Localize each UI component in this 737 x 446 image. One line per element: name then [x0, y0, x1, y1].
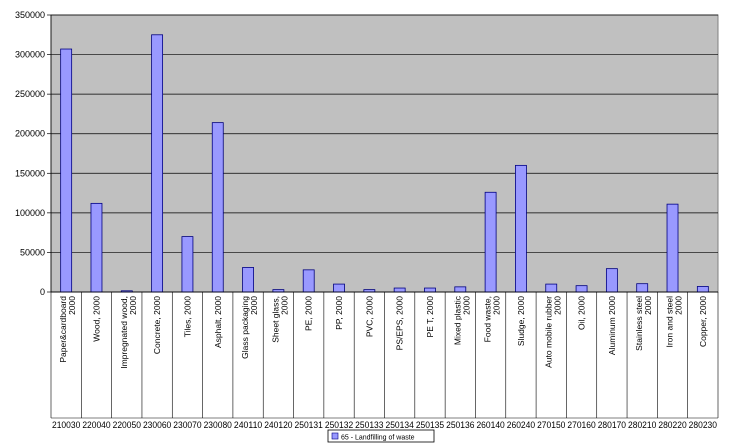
x-category-label: Food waste,2000: [483, 296, 502, 343]
x-category-code: 220040: [82, 420, 110, 430]
bar: [302, 269, 315, 293]
legend-box: [327, 429, 435, 443]
legend-label: 65 - Landfilling of waste: [341, 435, 415, 442]
x-category-code: 220050: [113, 420, 141, 430]
x-category-code: 270150: [537, 420, 565, 430]
x-category-code: 280170: [598, 420, 626, 430]
x-category-code: 280210: [628, 420, 656, 430]
bar: [605, 268, 618, 293]
x-category-label: Sheet glass,2000: [270, 296, 289, 343]
bar: [696, 286, 709, 293]
x-category-label: Asphalt, 2000: [213, 296, 223, 348]
x-axis-category-labels: Paper&cardboard2000 210030 Wood, 2000 22004…: [50, 291, 719, 430]
x-category-label: Wood, 2000: [91, 296, 101, 342]
x-category-label: Aluminum 2000: [607, 296, 617, 355]
x-category-label: PE T, 2000: [425, 296, 435, 338]
bar: [515, 164, 527, 293]
bar: [484, 191, 497, 293]
x-category-code: 250133: [355, 420, 383, 430]
y-tick-label: 350000: [15, 10, 45, 20]
x-category-label: PS/EPS, 2000: [395, 296, 405, 351]
x-category-label: PP, 2000: [334, 296, 344, 330]
y-tick-label: 150000: [15, 168, 45, 178]
x-category-code: 240110: [234, 420, 262, 430]
x-category-code: 280230: [689, 420, 717, 430]
x-category-code: 270160: [567, 420, 595, 430]
x-category-code: 240120: [264, 420, 292, 430]
y-tick-label: 200000: [15, 129, 45, 139]
x-category-label: Stainless steel2000: [634, 296, 653, 351]
x-category-label: Copper, 2000: [698, 296, 708, 347]
x-category-label: Iron and steel2000: [665, 296, 684, 348]
x-category-label: Impregnated wood,2000: [119, 296, 138, 369]
legend-swatch: [331, 432, 339, 440]
bar: [666, 203, 679, 293]
bar: [393, 287, 406, 293]
y-tick-label: 250000: [15, 89, 45, 99]
x-category-label: Mixed plastic2000: [452, 295, 471, 345]
x-category-code: 230070: [173, 420, 201, 430]
bar: [151, 34, 164, 293]
x-category-label: Paper&cardboard2000: [58, 296, 77, 363]
bar: [211, 122, 224, 293]
y-tick-label: 50000: [20, 247, 45, 257]
bar: [60, 48, 73, 293]
y-tick-label: 0: [40, 287, 45, 297]
bar: [90, 202, 103, 293]
x-category-label: Auto mobile rubber2000: [543, 296, 562, 368]
y-tick-label: 300000: [15, 50, 45, 60]
x-category-label: Glass packaging2000: [240, 296, 259, 359]
x-category-code: 230060: [143, 420, 171, 430]
bar: [454, 286, 467, 293]
bar: [575, 285, 588, 293]
x-category-label: Concrete, 2000: [152, 296, 162, 354]
bars: [60, 34, 709, 293]
bar: [333, 283, 345, 293]
x-category-code: 280220: [658, 420, 686, 430]
bar: [424, 287, 436, 293]
x-category-code: 250132: [325, 420, 353, 430]
x-category-code: 210030: [52, 420, 80, 430]
x-category-label: PVC, 2000: [364, 296, 374, 337]
x-category-label: Sludge, 2000: [516, 296, 526, 346]
x-category-label: Tiles, 2000: [182, 296, 192, 338]
x-category-code: 260240: [507, 420, 535, 430]
x-category-code: 230080: [204, 420, 232, 430]
bar: [636, 283, 649, 293]
x-category-label: PE, 2000: [304, 296, 314, 331]
x-category-code: 250134: [386, 420, 414, 430]
x-category-code: 250136: [446, 420, 474, 430]
bar: [545, 283, 558, 293]
x-category-code: 250135: [416, 420, 444, 430]
y-tick-label: 100000: [15, 208, 45, 218]
x-category-code: 260140: [476, 420, 504, 430]
y-axis: 0 50000 100000 150000 200000 250000 300000 3500…: [15, 10, 52, 297]
x-category-code: 250131: [295, 420, 323, 430]
legend: 65 - Landfilling of waste: [327, 429, 435, 443]
plot-area: [50, 14, 719, 293]
bar: [181, 236, 194, 293]
x-category-label: Oil, 2000: [577, 296, 587, 330]
bar: [242, 267, 254, 293]
